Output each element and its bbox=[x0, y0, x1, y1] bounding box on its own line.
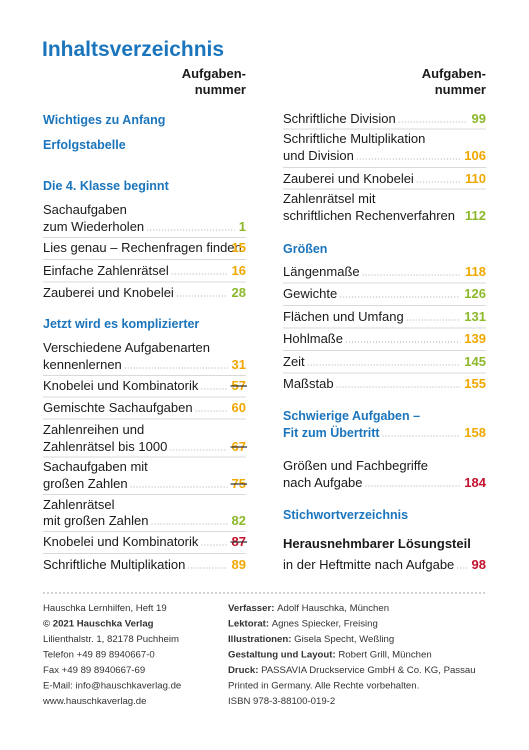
entry-text: Zahlenrätsel bbox=[43, 497, 115, 512]
page-number: 155 bbox=[464, 376, 486, 391]
page-number: 82 bbox=[232, 513, 246, 528]
page-number: 126 bbox=[464, 286, 486, 301]
section-heading: Stichwortverzeichnis bbox=[283, 508, 408, 522]
page-number: 99 bbox=[472, 111, 486, 126]
footer-text: Lektorat: Agnes Spiecker, Freising bbox=[228, 619, 378, 630]
footer-text: Fax +49 89 8940667-69 bbox=[43, 665, 145, 676]
footer-value: Gisela Specht, Weßling bbox=[294, 634, 394, 645]
entry-text: Einfache Zahlenrätsel bbox=[43, 263, 169, 278]
footer-text: Lilienthalstr. 1, 82178 Puchheim bbox=[43, 634, 179, 645]
entry-text: Lies genau – Rechenfragen finden bbox=[43, 240, 242, 255]
page-number: 139 bbox=[464, 331, 486, 346]
entry-text: und Division bbox=[283, 148, 354, 163]
section-heading: Wichtiges zu Anfang bbox=[43, 113, 165, 127]
section-heading: Schwierige Aufgaben – bbox=[283, 409, 420, 423]
page-number: 106 bbox=[464, 148, 486, 163]
section-heading: Größen bbox=[283, 242, 327, 256]
section-heading: Die 4. Klasse beginnt bbox=[43, 179, 170, 193]
entry-text: schriftlichen Rechenverfahren bbox=[283, 208, 455, 223]
page-number: 184 bbox=[464, 475, 486, 490]
footer-text: Gestaltung und Layout: Robert Grill, Mün… bbox=[228, 650, 432, 661]
footer-text: www.hauschkaverlag.de bbox=[42, 696, 146, 707]
footer-text: Printed in Germany. Alle Rechte vorbehal… bbox=[228, 681, 419, 692]
entry-text: Sachaufgaben mit bbox=[43, 459, 148, 474]
entry-text: Schriftliche Multiplikation bbox=[43, 557, 185, 572]
page-number: 131 bbox=[464, 309, 486, 324]
page-number: 112 bbox=[465, 208, 486, 223]
footer-text: Hauschka Lernhilfen, Heft 19 bbox=[43, 603, 167, 614]
section-heading: Erfolgstabelle bbox=[43, 138, 126, 152]
entry-text: Maßstab bbox=[283, 376, 334, 391]
footer-label: Verfasser: bbox=[228, 603, 274, 614]
entry-text: Hohlmaße bbox=[283, 331, 343, 346]
entry-text: Gemischte Sachaufgaben bbox=[43, 400, 193, 415]
page-number: 98 bbox=[472, 557, 486, 572]
footer-value: Adolf Hauschka, München bbox=[277, 603, 389, 614]
section-heading: Jetzt wird es komplizierter bbox=[43, 317, 199, 331]
page-number: 158 bbox=[464, 425, 486, 440]
footer-text: © 2021 Hauschka Verlag bbox=[43, 619, 154, 630]
entry-text: Herausnehmbarer Lösungsteil bbox=[283, 536, 471, 551]
entry-text: kennenlernen bbox=[43, 357, 122, 372]
page-number: 60 bbox=[232, 400, 246, 415]
page-number: 16 bbox=[232, 263, 246, 278]
entry-text: Gewichte bbox=[283, 286, 337, 301]
column-header: Aufgaben- bbox=[422, 66, 486, 81]
entry-text: großen Zahlen bbox=[43, 476, 128, 491]
entry-text: Zauberei und Knobelei bbox=[43, 285, 174, 300]
footer-text: Illustrationen: Gisela Specht, Weßling bbox=[228, 634, 394, 645]
entry-text: zum Wiederholen bbox=[43, 219, 144, 234]
footer-text: Telefon +49 89 8940667-0 bbox=[43, 650, 155, 661]
footer-value: ISBN 978-3-88100-019-2 bbox=[228, 696, 335, 707]
entry-text: Zahlenrätsel bis 1000 bbox=[43, 439, 167, 454]
entry-text: Verschiedene Aufgabenarten bbox=[43, 340, 210, 355]
footer-text: ISBN 978-3-88100-019-2 bbox=[228, 696, 335, 707]
entry-text: Längenmaße bbox=[283, 264, 360, 279]
footer-value: Agnes Spiecker, Freising bbox=[272, 619, 378, 630]
footer-label: Illustrationen: bbox=[228, 634, 291, 645]
entry-text: Flächen und Umfang bbox=[283, 309, 404, 324]
footer-text: Verfasser: Adolf Hauschka, München bbox=[228, 603, 389, 614]
entry-text: Zahlenreihen und bbox=[43, 422, 144, 437]
column-header: Aufgaben- bbox=[182, 66, 246, 81]
page-number: 145 bbox=[464, 354, 486, 369]
column-header: nummer bbox=[195, 82, 246, 97]
page-number: 110 bbox=[465, 171, 486, 186]
entry-text: nach Aufgabe bbox=[283, 475, 363, 490]
entry-text: Knobelei und Kombinatorik bbox=[43, 378, 199, 393]
entry-text: Größen und Fachbegriffe bbox=[283, 458, 428, 473]
footer-value: Robert Grill, München bbox=[338, 650, 431, 661]
footer-text: Druck: PASSAVIA Druckservice GmbH & Co. … bbox=[228, 665, 476, 676]
entry-text: Knobelei und Kombinatorik bbox=[43, 534, 199, 549]
footer-value: Printed in Germany. Alle Rechte vorbehal… bbox=[228, 681, 419, 692]
page-number: 118 bbox=[465, 264, 486, 279]
entry-text: Zahlenrätsel mit bbox=[283, 191, 376, 206]
footer-label: Druck: bbox=[228, 665, 258, 676]
page-number: 1 bbox=[239, 219, 246, 234]
footer-value: PASSAVIA Druckservice GmbH & Co. KG, Pas… bbox=[261, 665, 476, 676]
page-number: 28 bbox=[232, 285, 246, 300]
page-number: 15 bbox=[232, 240, 246, 255]
entry-text: Zeit bbox=[283, 354, 305, 369]
entry-text: Zauberei und Knobelei bbox=[283, 171, 414, 186]
footer-label: Lektorat: bbox=[228, 619, 269, 630]
entry-text: in der Heftmitte nach Aufgabe bbox=[283, 557, 454, 572]
entry-text: Schriftliche Multiplikation bbox=[283, 131, 425, 146]
entry-text: Sachaufgaben bbox=[43, 202, 127, 217]
column-header: nummer bbox=[435, 82, 486, 97]
section-heading: Fit zum Übertritt bbox=[283, 425, 380, 440]
page-number: 89 bbox=[232, 557, 246, 572]
page-number: 31 bbox=[232, 357, 246, 372]
page-title: Inhaltsverzeichnis bbox=[42, 38, 224, 61]
entry-text: mit großen Zahlen bbox=[43, 513, 149, 528]
footer-label: Gestaltung und Layout: bbox=[228, 650, 336, 661]
entry-text: Schriftliche Division bbox=[283, 111, 396, 126]
footer-text: E-Mail: info@hauschkaverlag.de bbox=[43, 681, 181, 692]
